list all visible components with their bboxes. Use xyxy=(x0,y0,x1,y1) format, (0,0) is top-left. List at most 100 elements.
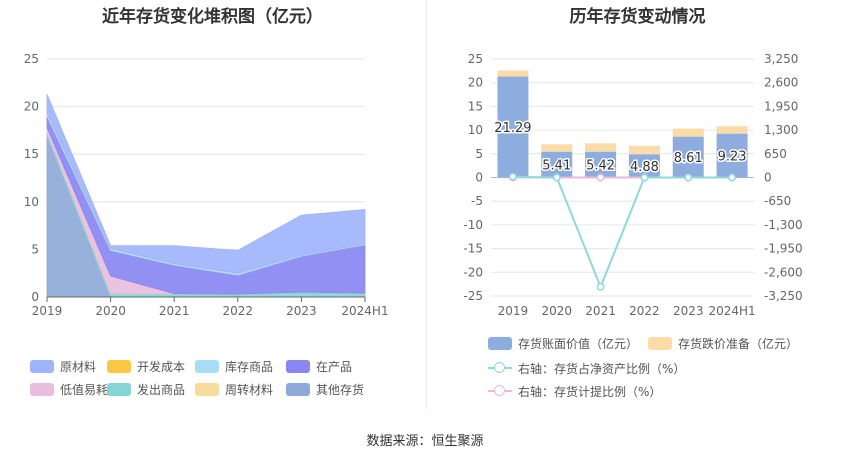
line-point xyxy=(596,282,605,291)
legend-label: 右轴：存货占净资产比例（%） xyxy=(518,361,686,376)
legend-swatch xyxy=(30,359,54,373)
x-tick-label: 2023 xyxy=(673,304,704,318)
left-chart-title: 近年存货变化堆积图（亿元） xyxy=(102,7,323,27)
bar-reserve-2024H1 xyxy=(716,126,748,134)
line-point xyxy=(596,173,605,182)
legend-label: 周转材料 xyxy=(225,382,274,397)
bar-book-value-2021 xyxy=(585,151,617,178)
y-tick-label: 0 xyxy=(475,171,483,185)
bar-book-value-2019 xyxy=(497,76,529,178)
y-tick-label: 10 xyxy=(468,123,483,137)
bar-book-value-2022 xyxy=(628,154,660,178)
y-tick-label: 20 xyxy=(24,100,39,114)
y-tick-label: 15 xyxy=(468,99,483,113)
y-tick-label: -15 xyxy=(463,242,483,256)
legend-label: 原材料 xyxy=(60,359,97,374)
line-point xyxy=(640,173,649,182)
y-tick-label: 5 xyxy=(475,147,483,161)
bar-value-label: 5.41 xyxy=(542,159,571,174)
bar-value-label: 9.23 xyxy=(718,150,747,165)
y-tick-label: 0 xyxy=(31,290,39,304)
y-tick-label: -10 xyxy=(463,218,483,232)
legend-label: 低值易耗品 xyxy=(60,382,121,397)
line-point xyxy=(728,173,737,182)
bar-book-value-2023 xyxy=(672,136,704,178)
data-source: 数据来源：恒生聚源 xyxy=(366,434,484,449)
bar-reserve-2021 xyxy=(585,143,617,152)
legend-item-原材料[interactable]: 原材料 xyxy=(30,358,96,374)
y2-tick-label: -1,950 xyxy=(764,242,803,256)
legend-item-存货跌价准备（亿元）[interactable]: 存货跌价准备（亿元） xyxy=(648,335,798,351)
x-tick-label: 2024H1 xyxy=(708,304,755,318)
left-chart-legend: 原材料 开发成本 库存商品 在产品低值易耗品 发出商品 周转材料 其他存货 xyxy=(0,358,425,403)
y2-tick-label: 1,300 xyxy=(764,123,798,137)
legend-item-开发成本[interactable]: 开发成本 xyxy=(107,358,185,374)
inventory-bar-chart: 25 3,250 20 2,600 15 1,950 10 1,300 5 650 0 0 -5 -650… xyxy=(463,52,803,318)
legend-label: 发出商品 xyxy=(137,382,186,397)
area-原材料 xyxy=(46,94,366,274)
y-tick-label: -25 xyxy=(463,289,483,303)
bar-value-label: 5.42 xyxy=(586,159,615,174)
y-tick-label: -5 xyxy=(471,194,483,208)
legend-item-库存商品[interactable]: 库存商品 xyxy=(195,358,273,374)
y-tick-label: 25 xyxy=(468,52,483,66)
line-point xyxy=(508,172,517,181)
x-tick-label: 2020 xyxy=(541,304,572,318)
line-右轴：存货占净资产比例（%） xyxy=(512,175,733,290)
legend-item-在产品[interactable]: 在产品 xyxy=(286,358,352,374)
bar-reserve-2019 xyxy=(497,70,529,77)
legend-swatch xyxy=(286,359,310,373)
bar-value-label: 21.29 xyxy=(494,121,531,136)
legend-label: 其他存货 xyxy=(316,382,365,397)
y-tick-label: 20 xyxy=(468,76,483,90)
x-tick-label: 2022 xyxy=(223,304,254,318)
y2-tick-label: 2,600 xyxy=(764,76,798,90)
legend-label: 存货账面价值（亿元） xyxy=(518,336,639,351)
legend-item-周转材料[interactable]: 周转材料 xyxy=(195,381,273,397)
legend-label: 存货跌价准备（亿元） xyxy=(678,336,799,351)
legend-item-右轴：存货占净资产比例（%）[interactable]: 右轴：存货占净资产比例（%） xyxy=(488,360,685,376)
y-tick-label: -20 xyxy=(463,265,483,279)
legend-swatch xyxy=(195,382,219,396)
y2-tick-label: -650 xyxy=(764,194,791,208)
bar-book-value-2024H1 xyxy=(716,133,748,178)
legend-item-发出商品[interactable]: 发出商品 xyxy=(107,381,185,397)
y2-tick-label: -3,250 xyxy=(764,289,803,303)
bar-value-label: 8.61 xyxy=(674,151,703,166)
x-tick-label: 2024H1 xyxy=(341,304,388,318)
legend-item-存货账面价值（亿元）[interactable]: 存货账面价值（亿元） xyxy=(488,335,638,351)
y-tick-label: 10 xyxy=(24,195,39,209)
legend-swatch xyxy=(488,361,512,375)
legend-item-其他存货[interactable]: 其他存货 xyxy=(286,381,364,397)
legend-swatch xyxy=(488,384,512,398)
bar-reserve-2020 xyxy=(541,144,573,152)
y-tick-label: 15 xyxy=(24,147,39,161)
stacked-area-chart: 0 5 10 15 20 25 2019 2020 2021 2022 2023 2024H1 xyxy=(24,52,389,318)
legend-label: 开发成本 xyxy=(137,359,186,374)
legend-label: 在产品 xyxy=(316,359,353,374)
x-tick-label: 2021 xyxy=(585,304,616,318)
right-chart-title: 历年存货变动情况 xyxy=(569,7,706,27)
legend-swatch xyxy=(648,336,672,350)
right-chart-legend: 存货账面价值（亿元） 存货跌价准备（亿元） 右轴：存货占净资产比例（%） 右轴：存货计… xyxy=(426,335,850,405)
legend-swatch xyxy=(107,382,131,396)
y2-tick-label: 1,950 xyxy=(764,99,798,113)
legend-swatch xyxy=(286,382,310,396)
y-tick-label: 5 xyxy=(31,242,39,256)
bar-book-value-2020 xyxy=(541,151,573,178)
x-tick-label: 2023 xyxy=(286,304,317,318)
x-tick-label: 2019 xyxy=(498,304,529,318)
line-point xyxy=(552,173,561,182)
bar-value-label: 4.88 xyxy=(630,160,659,175)
y2-tick-label: 0 xyxy=(764,171,772,185)
bar-reserve-2022 xyxy=(628,145,660,155)
y2-tick-label: -1,300 xyxy=(764,218,803,232)
legend-label: 库存商品 xyxy=(225,359,274,374)
legend-label: 右轴：存货计提比例（%） xyxy=(518,384,662,399)
x-tick-label: 2019 xyxy=(32,304,63,318)
legend-item-低值易耗品[interactable]: 低值易耗品 xyxy=(30,381,120,397)
legend-item-右轴：存货计提比例（%）[interactable]: 右轴：存货计提比例（%） xyxy=(488,383,661,399)
x-tick-label: 2022 xyxy=(629,304,660,318)
legend-swatch xyxy=(195,359,219,373)
legend-swatch xyxy=(30,382,54,396)
